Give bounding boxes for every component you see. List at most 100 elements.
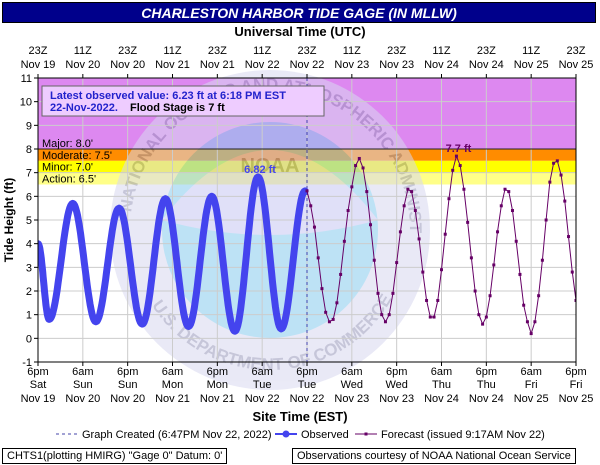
forecast-point: [339, 272, 343, 276]
y-tick-label: 10: [20, 97, 32, 109]
forecast-point: [305, 189, 309, 193]
bottom-tick-day: Wed: [385, 379, 407, 391]
top-tick-date: Nov 20: [110, 59, 145, 71]
forecast-point: [570, 270, 574, 274]
forecast-point: [518, 272, 522, 276]
forecast-point: [477, 313, 481, 317]
forecast-point: [466, 220, 470, 224]
top-tick-time: 23Z: [567, 45, 586, 57]
top-tick-time: 23Z: [298, 45, 317, 57]
y-tick-label: 0: [26, 333, 32, 345]
y-tick-label: 7: [26, 168, 32, 180]
forecast-point: [376, 291, 380, 295]
bottom-tick-date: Nov 20: [110, 393, 145, 405]
y-tick-label: 11: [21, 73, 32, 85]
forecast-point: [507, 190, 511, 194]
info-box: Latest observed value: 6.23 ft at 6:18 P…: [41, 85, 325, 117]
forecast-point: [578, 316, 581, 319]
top-tick-date: Nov 19: [21, 59, 56, 71]
forecast-point: [499, 204, 503, 208]
forecast-point: [320, 287, 324, 291]
peak-label: 7.7 ft: [446, 143, 472, 155]
forecast-point: [387, 313, 391, 317]
forecast-point: [421, 270, 425, 274]
bottom-tick-day: Thu: [477, 379, 496, 391]
top-tick-time: 11Z: [522, 45, 540, 57]
bottom-tick-date: Nov 23: [334, 393, 369, 405]
forecast-point: [582, 299, 585, 302]
top-tick-time: 11Z: [432, 45, 450, 57]
forecast-point: [563, 199, 567, 203]
bottom-tick-date: Nov 21: [200, 393, 235, 405]
y-tick-label: 3: [26, 262, 32, 274]
forecast-point: [440, 268, 443, 272]
forecast-point: [540, 258, 544, 262]
top-tick-time: 23Z: [477, 45, 496, 57]
forecast-point: [447, 197, 451, 201]
flood-label-moderate: Moderate: 7.5': [42, 150, 112, 162]
bottom-tick-date: Nov 24: [469, 393, 504, 405]
y-tick-label: 6: [26, 191, 32, 203]
latest-observed-date: 22-Nov-2022.: [50, 102, 118, 114]
bottom-tick-date: Nov 22: [245, 393, 280, 405]
top-tick-time: 23Z: [387, 45, 406, 57]
title-bar: CHARLESTON HARBOR TIDE GAGE (IN MLLW): [2, 2, 596, 23]
watermark-center-text: NOAA: [241, 155, 300, 177]
top-tick-date: Nov 25: [514, 59, 549, 71]
y-tick-label: 2: [26, 286, 32, 298]
forecast-point: [586, 273, 589, 276]
top-tick-date: Nov 25: [559, 59, 594, 71]
flood-label-major: Major: 8.0': [42, 138, 93, 150]
top-tick-time: 11Z: [163, 45, 181, 57]
bottom-tick-day: Fri: [525, 379, 538, 391]
forecast-point: [525, 320, 529, 324]
forecast-point: [357, 156, 361, 160]
forecast-point: [436, 298, 440, 302]
forecast-point: [552, 161, 556, 165]
forecast-point: [473, 289, 477, 293]
forecast-point: [406, 187, 410, 191]
forecast-point: [451, 168, 455, 172]
forecast-point: [346, 209, 350, 213]
bottom-tick-time: 6am: [72, 366, 93, 378]
forecast-point: [503, 187, 507, 191]
observed-series-line: [38, 173, 309, 335]
forecast-point: [354, 164, 358, 168]
y-tick-label: 8: [26, 144, 32, 156]
forecast-point: [510, 209, 514, 213]
bottom-tick-date: Nov 19: [21, 393, 56, 405]
info-box-bg: [41, 85, 325, 117]
bottom-tick-day: Thu: [432, 379, 451, 391]
top-axis-title: Universal Time (UTC): [234, 24, 365, 39]
forecast-point: [533, 320, 537, 324]
forecast-point: [458, 164, 462, 168]
forecast-point: [522, 303, 526, 307]
forecast-point: [402, 204, 406, 208]
forecast-point: [559, 173, 563, 177]
forecast-point: [391, 291, 395, 295]
bottom-tick-time: 6am: [162, 366, 183, 378]
forecast-point: [372, 258, 376, 262]
bottom-tick-time: 6am: [431, 366, 452, 378]
forecast-point: [488, 294, 492, 298]
forecast-point: [369, 223, 373, 227]
forecast-point: [529, 332, 533, 336]
forecast-point: [365, 190, 369, 194]
forecast-point: [574, 298, 576, 302]
bottom-tick-time: 6pm: [476, 366, 497, 378]
forecast-point: [383, 320, 387, 324]
bottom-axis-title: Site Time (EST): [252, 409, 347, 424]
forecast-point: [417, 237, 421, 241]
bottom-tick-date: Nov 25: [559, 393, 594, 405]
peak-label: 6.82 ft: [244, 164, 276, 176]
top-tick-date: Nov 22: [290, 59, 325, 71]
forecast-series: [305, 154, 589, 336]
bottom-tick-day: Mon: [207, 379, 228, 391]
forecast-point: [331, 317, 335, 321]
bottom-tick-date: Nov 25: [514, 393, 549, 405]
forecast-point: [312, 225, 316, 229]
gage-info-footer: CHTS1(plotting HMIRG) "Gage 0" Datum: 0': [2, 448, 228, 464]
forecast-point: [544, 218, 548, 222]
legend: Graph Created (6:47PM Nov 22, 2022) Obser…: [56, 429, 545, 441]
